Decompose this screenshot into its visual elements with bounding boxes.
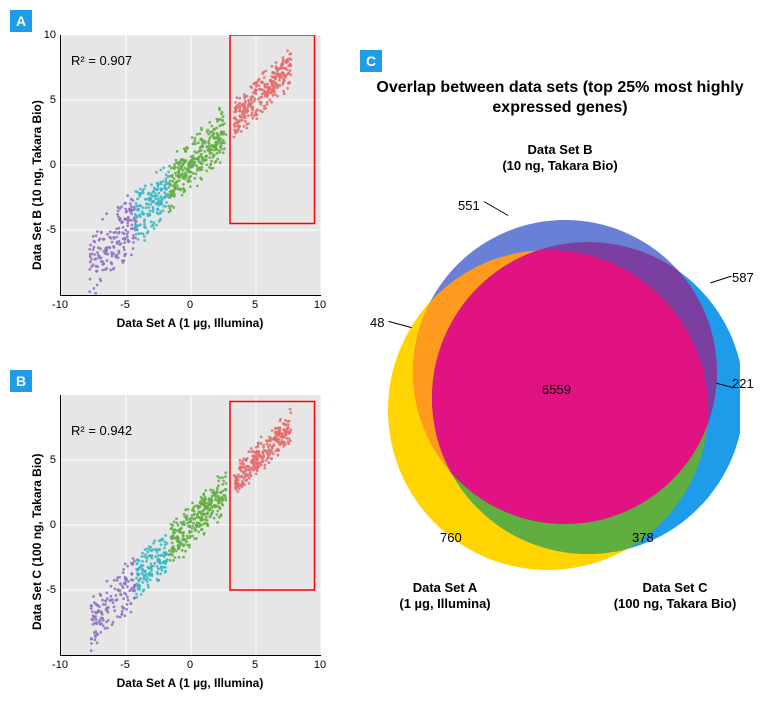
panel-a-badge: A [10,10,32,32]
tick-x: -10 [52,299,68,311]
r2-label-b: R² = 0.942 [71,423,132,438]
venn-num-a: 760 [440,530,462,545]
venn-title: Overlap between data sets (top 25% most … [370,78,750,118]
venn-set-c-sub: (100 ng, Takara Bio) [614,596,737,611]
tick-y: 10 [32,29,56,41]
venn-set-a-label: Data Set A (1 µg, Illumina) [365,580,525,613]
tick-x: 0 [187,299,193,311]
tick-y: 0 [32,519,56,531]
venn-diagram-c: Overlap between data sets (top 25% most … [370,60,750,660]
venn-set-c-label: Data Set C (100 ng, Takara Bio) [585,580,762,613]
venn-num-ab-small: 48 [370,315,384,330]
tick-y: 0 [32,159,56,171]
venn-set-b-label: Data Set B (10 ng, Takara Bio) [470,142,650,175]
figure-canvas: A B C R² = 0.907 Data Set B (10 ng, Taka… [0,0,762,714]
r2-label-a: R² = 0.907 [71,53,132,68]
tick-x: -5 [120,299,130,311]
tick-x: -10 [52,659,68,671]
scatter-plot-b: R² = 0.942 [60,395,321,656]
venn-set-a-sub: (1 µg, Illumina) [399,596,490,611]
venn-set-a-name: Data Set A [413,580,478,595]
tick-x: 5 [252,299,258,311]
venn-num-ac: 378 [632,530,654,545]
venn-num-b: 551 [458,198,480,213]
scatter-a-svg [61,35,321,295]
venn-set-c-name: Data Set C [642,580,707,595]
tick-x: 0 [187,659,193,671]
venn-set-b-name: Data Set B [527,142,592,157]
venn-set-b-sub: (10 ng, Takara Bio) [502,158,617,173]
tick-x: 10 [314,299,326,311]
scatter-a-ylabel: Data Set B (10 ng, Takara Bio) [30,100,44,270]
tick-y: 5 [32,94,56,106]
venn-num-bc: 587 [732,270,754,285]
venn-num-c: 221 [732,376,754,391]
scatter-a-xlabel: Data Set A (1 µg, Illumina) [60,316,320,330]
scatter-b-xlabel: Data Set A (1 µg, Illumina) [60,676,320,690]
scatter-plot-a: R² = 0.907 [60,35,321,296]
tick-y: -5 [32,584,56,596]
venn-svg [380,210,740,590]
tick-y: 5 [32,454,56,466]
scatter-b-ylabel: Data Set C (100 ng, Takara Bio) [30,454,44,631]
tick-x: 10 [314,659,326,671]
tick-x: 5 [252,659,258,671]
tick-y: -5 [32,224,56,236]
panel-b-badge: B [10,370,32,392]
venn-num-center: 6559 [542,382,571,397]
tick-x: -5 [120,659,130,671]
